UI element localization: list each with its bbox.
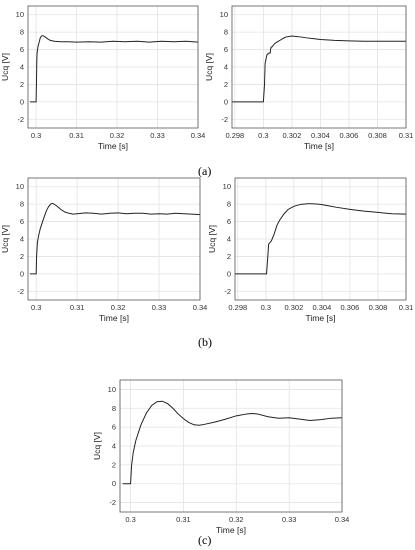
x-tick-label: 0.3 bbox=[31, 303, 41, 312]
x-tick-label: 0.34 bbox=[191, 131, 206, 140]
y-tick-label: -2 bbox=[221, 115, 228, 124]
x-tick-label: 0.298 bbox=[225, 131, 244, 140]
chart-panel: 0.298 0.3 0.302 0.304 0.306 0.308 0.31 -2 0 2 4 6 8 1… bbox=[204, 5, 414, 151]
x-tick-label: 0.32 bbox=[110, 131, 125, 140]
x-tick-label: 0.302 bbox=[284, 303, 303, 312]
plot-frame bbox=[234, 177, 407, 301]
x-tick-label: 0.306 bbox=[341, 303, 360, 312]
plot-frame bbox=[27, 177, 201, 301]
x-tick-label: 0.3 bbox=[125, 515, 135, 524]
y-tick-label: 2 bbox=[227, 252, 231, 261]
x-tick-label: 0.33 bbox=[152, 303, 167, 312]
y-tick-label: 0 bbox=[20, 97, 24, 106]
x-axis-label: Time [s] bbox=[99, 313, 129, 323]
y-tick-label: 6 bbox=[20, 217, 24, 226]
y-tick-label: 10 bbox=[16, 182, 24, 191]
y-tick-label: 2 bbox=[20, 252, 24, 261]
plot-frame bbox=[119, 379, 343, 513]
y-tick-label: 6 bbox=[224, 45, 228, 54]
y-tick-label: 8 bbox=[227, 200, 231, 209]
caption-b: (b) bbox=[198, 335, 212, 349]
y-tick-label: -2 bbox=[17, 115, 24, 124]
x-tick-label: 0.34 bbox=[335, 515, 350, 524]
y-tick-label: 4 bbox=[20, 235, 24, 244]
x-tick-label: 0.3 bbox=[31, 131, 41, 140]
y-axis-label: Ucq [V] bbox=[204, 53, 214, 81]
x-tick-label: 0.31 bbox=[399, 131, 414, 140]
x-tick-label: 0.32 bbox=[111, 303, 126, 312]
x-tick-label: 0.302 bbox=[283, 131, 302, 140]
series-line bbox=[30, 35, 199, 103]
x-tick-label: 0.3 bbox=[261, 303, 271, 312]
x-tick-label: 0.33 bbox=[282, 515, 297, 524]
y-tick-label: 6 bbox=[20, 45, 24, 54]
y-tick-label: 0 bbox=[224, 97, 228, 106]
caption-c: (c) bbox=[198, 533, 212, 547]
y-tick-label: 2 bbox=[112, 460, 116, 469]
plot-frame bbox=[231, 5, 407, 129]
y-tick-label: 8 bbox=[20, 200, 24, 209]
y-tick-label: 8 bbox=[112, 404, 116, 413]
series-line bbox=[122, 400, 343, 485]
y-tick-label: 10 bbox=[223, 182, 231, 191]
x-tick-label: 0.31 bbox=[69, 131, 84, 140]
y-tick-label: 4 bbox=[20, 63, 24, 72]
y-axis-label: Ucq [V] bbox=[92, 432, 102, 460]
x-axis-label: Time [s] bbox=[304, 141, 334, 151]
y-tick-label: 0 bbox=[227, 269, 231, 278]
y-tick-label: 10 bbox=[16, 10, 24, 19]
y-tick-label: 4 bbox=[227, 235, 231, 244]
x-tick-label: 0.31 bbox=[70, 303, 85, 312]
y-tick-label: 6 bbox=[112, 423, 116, 432]
caption-a: (a) bbox=[198, 164, 212, 178]
x-tick-label: 0.308 bbox=[368, 131, 387, 140]
x-tick-label: 0.298 bbox=[228, 303, 247, 312]
y-tick-label: 2 bbox=[20, 80, 24, 89]
x-tick-label: 0.33 bbox=[150, 131, 165, 140]
x-tick-label: 0.3 bbox=[258, 131, 268, 140]
x-tick-label: 0.304 bbox=[313, 303, 332, 312]
x-tick-label: 0.31 bbox=[176, 515, 191, 524]
y-tick-label: 4 bbox=[224, 63, 228, 72]
chart-panel: 0.3 0.31 0.32 0.33 0.34 -2 0 2 4 6 8 10 Time [s] Ucq … bbox=[92, 379, 350, 535]
x-tick-label: 0.304 bbox=[311, 131, 330, 140]
x-tick-label: 0.306 bbox=[340, 131, 359, 140]
series-line bbox=[235, 203, 407, 275]
y-axis-label: Ucq [V] bbox=[0, 225, 10, 253]
chart-panel: 0.3 0.31 0.32 0.33 0.34 -2 0 2 4 6 8 10 Time [s] Ucq … bbox=[0, 5, 206, 151]
chart-panel: 0.298 0.3 0.302 0.304 0.306 0.308 0.31 -2 0 2 4 6 8 1… bbox=[207, 177, 414, 323]
series-line bbox=[30, 202, 201, 275]
y-tick-label: 0 bbox=[112, 479, 116, 488]
y-tick-label: 8 bbox=[20, 28, 24, 37]
y-axis-label: Ucq [V] bbox=[0, 53, 10, 81]
y-axis-label: Ucq [V] bbox=[207, 225, 217, 253]
y-tick-label: -2 bbox=[17, 287, 24, 296]
y-tick-label: 10 bbox=[220, 10, 228, 19]
y-tick-label: 10 bbox=[108, 385, 116, 394]
y-tick-label: 6 bbox=[227, 217, 231, 226]
y-tick-label: 4 bbox=[112, 442, 116, 451]
series-line bbox=[232, 35, 406, 103]
y-tick-label: 2 bbox=[224, 80, 228, 89]
y-tick-label: -2 bbox=[224, 287, 231, 296]
x-tick-label: 0.32 bbox=[229, 515, 244, 524]
x-axis-label: Time [s] bbox=[216, 525, 246, 535]
x-axis-label: Time [s] bbox=[306, 313, 336, 323]
x-tick-label: 0.31 bbox=[399, 303, 414, 312]
plot-frame bbox=[27, 5, 199, 129]
y-tick-label: -2 bbox=[109, 498, 116, 507]
x-tick-label: 0.308 bbox=[369, 303, 388, 312]
chart-panel: 0.3 0.31 0.32 0.33 0.34 -2 0 2 4 6 8 10 Time [s] Ucq … bbox=[0, 177, 208, 323]
x-tick-label: 0.34 bbox=[193, 303, 208, 312]
y-tick-label: 8 bbox=[224, 28, 228, 37]
y-tick-label: 0 bbox=[20, 269, 24, 278]
x-axis-label: Time [s] bbox=[98, 141, 128, 151]
